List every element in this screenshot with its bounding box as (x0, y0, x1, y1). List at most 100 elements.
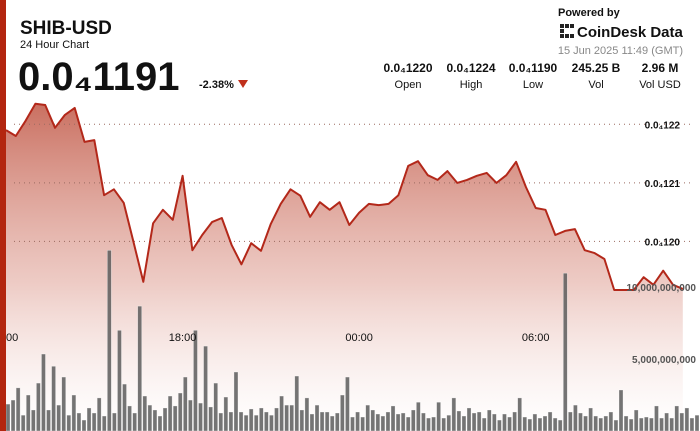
volume-bar (486, 409, 492, 431)
volume-bar (628, 418, 634, 431)
volume-bar (304, 397, 310, 431)
volume-bar (208, 406, 213, 431)
volume-bar (537, 417, 543, 431)
volume-bar (162, 407, 168, 431)
volume-bar (502, 413, 507, 431)
volume-bar (664, 412, 669, 431)
volume-bar (284, 404, 289, 431)
x-tick-label: 18:00 (169, 332, 197, 344)
volume-bar (573, 404, 578, 431)
volume-tick-label: 5,000,000,000 (632, 355, 696, 366)
y-tick-label: 0.0₄120 (645, 237, 681, 248)
volume-bar (228, 411, 234, 431)
volume-bar (76, 412, 82, 431)
volume-bar (588, 407, 593, 431)
volume-bar (264, 411, 269, 431)
stat-value: 245.25 B (572, 61, 621, 75)
volume-bar (46, 409, 51, 431)
volume-bar (324, 411, 330, 431)
volume-bar (481, 417, 487, 431)
volume-bar (441, 417, 446, 431)
volume-bar (269, 414, 274, 431)
x-tick-label: 00:00 (345, 332, 373, 344)
volume-bar (390, 405, 396, 431)
volume-bar (644, 416, 649, 431)
brand-icon (560, 24, 574, 38)
volume-tick-label: 10,000,000,000 (626, 283, 696, 294)
volume-bar (243, 414, 249, 431)
down-arrow (238, 80, 248, 88)
volume-bar (395, 413, 401, 431)
volume-bar (20, 414, 26, 431)
volume-bar (659, 417, 664, 431)
volume-bar (15, 387, 21, 431)
volume-bar (213, 382, 219, 431)
volume-bar (568, 411, 573, 431)
volume-bar (552, 417, 558, 431)
stats: 0.0₄1220 Open 0.0₄1224 High 0.0₄1190 Low… (383, 61, 680, 91)
volume-bar (142, 395, 148, 431)
volume-bar (669, 417, 674, 431)
volume-bar (147, 404, 153, 431)
volume-bar (350, 416, 355, 431)
volume-bar (335, 412, 340, 431)
volume-bar (547, 411, 553, 431)
volume-bar (679, 412, 685, 431)
volume-bar (345, 376, 350, 431)
volume-bar (517, 397, 522, 431)
x-tick-label: 00 (6, 332, 18, 344)
volume-bar (314, 404, 320, 431)
y-tick-label: 0.0₄121 (645, 179, 681, 190)
volume-bar (654, 405, 659, 431)
volume-bar (512, 411, 517, 431)
volume-bar (167, 395, 173, 431)
volume-bar (188, 399, 193, 431)
volume-bar (633, 409, 639, 431)
volume-bar (41, 353, 46, 431)
price-area (6, 103, 683, 431)
stat-label: Vol USD (639, 79, 681, 91)
volume-bar (152, 409, 158, 431)
volume-bar (233, 371, 239, 431)
stat-value: 0.0₄1224 (446, 61, 495, 75)
symbol: SHIB-USD (20, 18, 112, 39)
volume-bar (5, 403, 11, 431)
volume-bar (471, 412, 477, 431)
volume-bar (370, 409, 376, 431)
volume-bar (436, 401, 441, 431)
volume-bar (10, 399, 16, 431)
volume-bar (157, 415, 163, 431)
volume-bar (248, 408, 254, 431)
volume-bar (618, 389, 624, 431)
accent-bar (0, 0, 6, 431)
volume-bar (81, 419, 87, 431)
volume-bar (385, 411, 391, 431)
volume-bar (329, 415, 335, 431)
volume-bar (127, 405, 132, 431)
volume-bar (365, 404, 370, 431)
powered-by: Powered by (558, 7, 621, 19)
volume-bar (476, 411, 482, 431)
volume-bar (623, 415, 629, 431)
volume-bar (649, 417, 654, 431)
volume-bar (172, 405, 178, 431)
stat-value: 0.0₄1190 (509, 61, 558, 75)
volume-bar (557, 419, 563, 431)
volume-bar (583, 415, 588, 431)
volume-bar (107, 250, 112, 431)
volume-bar (122, 383, 127, 431)
volume-bar (562, 272, 568, 431)
volume-bar (416, 401, 421, 431)
volume-bar (31, 409, 36, 431)
change: -2.38% (199, 79, 234, 91)
brand: CoinDesk Data (577, 24, 684, 41)
volume-bar (25, 394, 31, 431)
volume-bar (238, 411, 244, 431)
price: 0.0₄1191 (18, 55, 179, 99)
volume-bar (405, 416, 411, 431)
x-tick-label: 06:00 (522, 332, 550, 344)
volume-bar (203, 345, 208, 431)
volume-bar (132, 412, 137, 431)
volume-bar (101, 415, 107, 431)
volume-bar (289, 404, 295, 431)
